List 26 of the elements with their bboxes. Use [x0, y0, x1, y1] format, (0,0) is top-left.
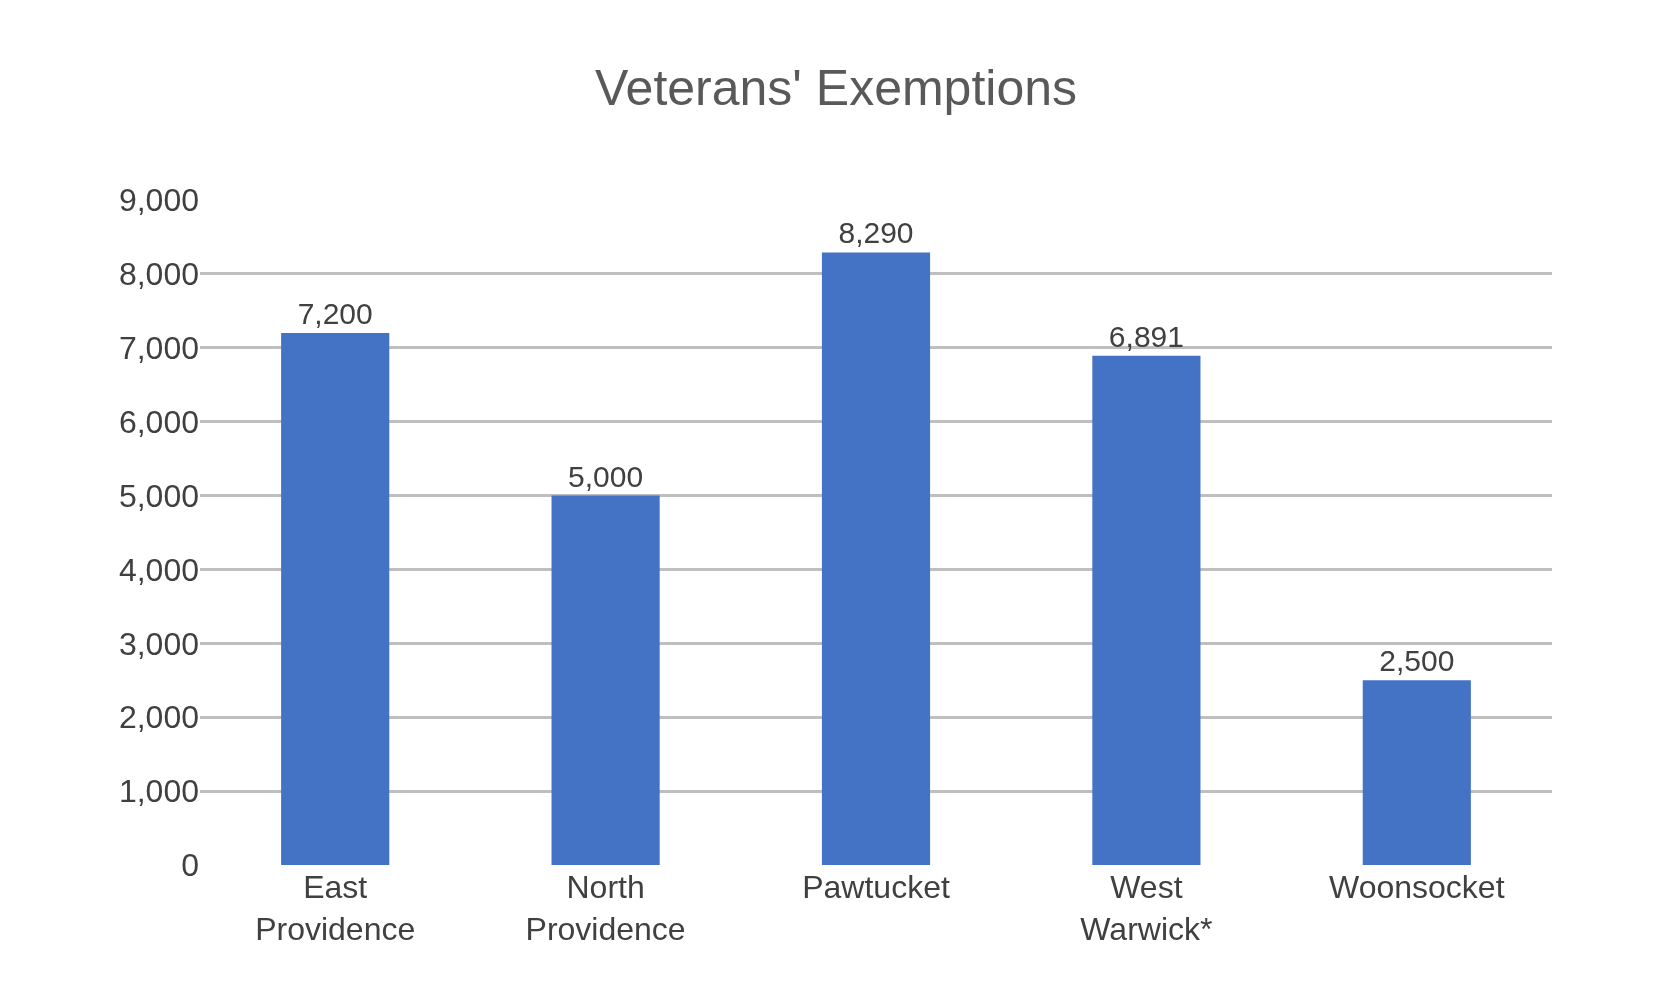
- y-tick-label: 6,000: [118, 403, 199, 440]
- data-label: 2,500: [1379, 644, 1455, 678]
- x-tick-label: East Providence: [255, 869, 416, 947]
- y-tick-label: 7,000: [118, 329, 199, 366]
- bar: [281, 333, 390, 865]
- data-label: 8,290: [838, 216, 914, 250]
- y-tick-label: 2,000: [118, 699, 199, 736]
- y-tick-label: 4,000: [118, 551, 199, 588]
- y-tick-label: 3,000: [118, 625, 199, 662]
- bar: [551, 495, 660, 865]
- x-tick-label: West Warwick*: [1080, 869, 1213, 947]
- y-tick-label: 8,000: [118, 256, 199, 293]
- y-tick-label: 5,000: [118, 477, 199, 514]
- data-label: 6,891: [1108, 319, 1184, 353]
- bar: [821, 252, 931, 865]
- bar: [1362, 680, 1471, 865]
- data-label: 5,000: [568, 459, 644, 493]
- y-tick-label: 1,000: [118, 773, 199, 810]
- chart-title: Veterans' Exemptions: [594, 60, 1078, 117]
- data-label: 7,200: [297, 297, 373, 330]
- x-tick-label: North Providence: [525, 869, 686, 947]
- y-tick-label: 0: [181, 847, 199, 884]
- x-tick-label: Woonsocket: [1329, 869, 1505, 905]
- x-tick-label: Pawtucket: [802, 869, 950, 905]
- y-tick-label: 9,000: [118, 182, 199, 219]
- bar: [1092, 355, 1201, 865]
